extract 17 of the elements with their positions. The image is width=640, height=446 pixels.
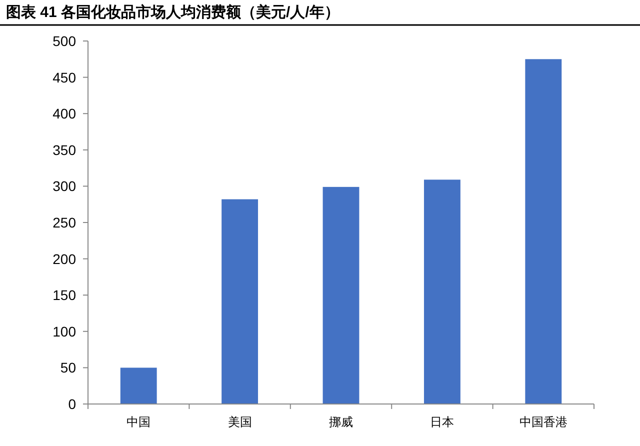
x-tick-label: 中国 [126, 415, 151, 429]
x-tick-label: 日本 [430, 415, 454, 429]
y-tick-label: 350 [52, 142, 76, 158]
title: 图表 41 各国化妆品市场人均消费额（美元/人/年） [6, 4, 340, 21]
y-tick-label: 100 [52, 323, 76, 340]
y-tick-label: 400 [52, 106, 76, 122]
y-tick-label: 50 [60, 360, 76, 376]
x-tick-label: 美国 [228, 415, 252, 429]
y-tick-label: 500 [52, 33, 76, 49]
y-tick-label: 300 [52, 178, 76, 194]
x-tick-label: 挪威 [329, 415, 353, 429]
y-tick-label: 0 [68, 396, 76, 412]
y-tick-label: 150 [52, 287, 76, 304]
y-tick-label: 250 [52, 214, 76, 230]
x-tick-label: 中国香港 [519, 415, 568, 429]
y-tick-label: 450 [52, 69, 76, 86]
y-tick-label: 200 [52, 250, 76, 267]
